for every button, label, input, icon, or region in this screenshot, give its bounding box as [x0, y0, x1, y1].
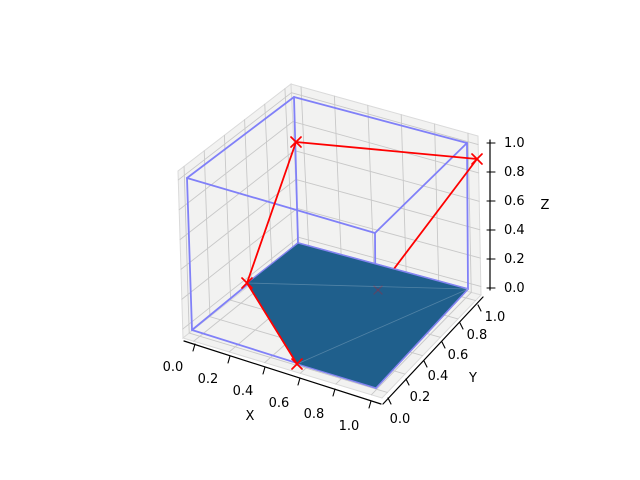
y-tick-label: 0.6: [448, 348, 469, 363]
left-pane-gridline: [182, 236, 300, 330]
z-tick-label: 0.2: [504, 252, 525, 267]
y-axis-tick: [405, 378, 410, 386]
left-pane-gridline: [181, 207, 298, 300]
z-tick-label: 0.8: [504, 165, 525, 180]
x-axis-tick: [262, 366, 266, 375]
y-tick-label: 0.2: [410, 390, 431, 405]
red-x-marker: [241, 277, 253, 289]
x-axis-tick: [332, 388, 336, 397]
floor-pane-gridline: [188, 332, 388, 393]
z-tick-label: 0.0: [504, 281, 525, 296]
x-axis-spine: [183, 340, 382, 405]
y-tick-label: 1.0: [485, 310, 506, 325]
right-pane-gridline: [293, 150, 480, 202]
right-pane-gridline: [367, 104, 375, 267]
red-x-marker: [290, 136, 302, 148]
x-axis-tick: [227, 355, 231, 364]
x-axis-tick: [368, 400, 372, 409]
cube-wireframe-edge: [186, 177, 193, 331]
red-x-marker: [471, 153, 483, 165]
left-pane-gridline: [264, 103, 273, 268]
x-tick-label: 0.2: [198, 372, 219, 387]
right-pane-gridline: [467, 132, 472, 293]
polygon-seam: [246, 282, 469, 290]
left-pane-gridline: [177, 92, 292, 181]
cube-wireframe-edge: [374, 142, 468, 234]
left-pane-gridline: [284, 88, 294, 252]
x-tick-label: 1.0: [339, 419, 360, 434]
left-pane-gridline: [183, 165, 190, 334]
left-pane-gridline: [203, 150, 211, 318]
cube-wireframe-edge: [186, 96, 295, 179]
right-pane-gridline: [434, 123, 440, 285]
right-pane-gridline: [295, 179, 481, 231]
y-tick-label: 0.8: [467, 328, 488, 343]
red-path-segment: [246, 282, 298, 365]
floor-pane-gridline: [370, 291, 472, 396]
x-axis-tick: [192, 343, 196, 352]
x-axis-label: X: [246, 409, 255, 424]
cube-wireframe-edge: [186, 177, 376, 234]
right-pane-gridline: [298, 236, 482, 287]
y-axis-tick: [423, 360, 428, 368]
y-axis-tick: [441, 341, 446, 349]
z-tick-label: 0.4: [504, 223, 525, 238]
red-path-segment: [246, 141, 297, 284]
red-ghost-marker: [373, 285, 383, 295]
red-path-segment: [295, 141, 478, 160]
right-pane-gridline: [333, 95, 342, 258]
red-path-segment-hidden: [377, 158, 478, 291]
red-ghost-marker: [373, 285, 383, 295]
cube-wireframe-edge: [293, 96, 299, 244]
z-axis-label: Z: [541, 198, 550, 213]
z-tick-label: 1.0: [504, 136, 525, 151]
red-x-marker: [291, 358, 303, 370]
right-pane-gridline: [400, 114, 407, 276]
x-axis-tick: [297, 377, 301, 386]
y-axis-spine: [382, 296, 484, 405]
left-pane-gridline: [179, 150, 295, 241]
cube-wireframe-edge: [293, 96, 468, 144]
left-pane-gridline: [223, 134, 232, 301]
y-axis-tick: [459, 322, 464, 330]
right-pane-gridline: [296, 207, 481, 259]
left-pane-gridline: [180, 179, 297, 270]
y-axis-tick: [477, 304, 482, 312]
right-pane-gridline: [292, 121, 480, 174]
left-pane-gridline: [178, 121, 294, 211]
y-tick-label: 0.4: [428, 369, 449, 384]
x-tick-label: 0.8: [304, 407, 325, 422]
x-tick-label: 0.6: [269, 396, 290, 411]
x-tick-label: 0.4: [233, 384, 254, 399]
left-pane-gridline: [244, 119, 252, 285]
polygon-seam: [296, 288, 469, 365]
z-tick-label: 0.6: [504, 194, 525, 209]
right-pane-gridline: [300, 86, 310, 250]
cube-wireframe-edge: [466, 142, 469, 290]
y-axis-label: Y: [468, 371, 477, 386]
right-pane-gridline: [290, 92, 479, 145]
y-tick-label: 0.0: [390, 412, 411, 427]
y-axis-tick: [387, 397, 392, 405]
x-tick-label: 0.0: [163, 360, 184, 375]
